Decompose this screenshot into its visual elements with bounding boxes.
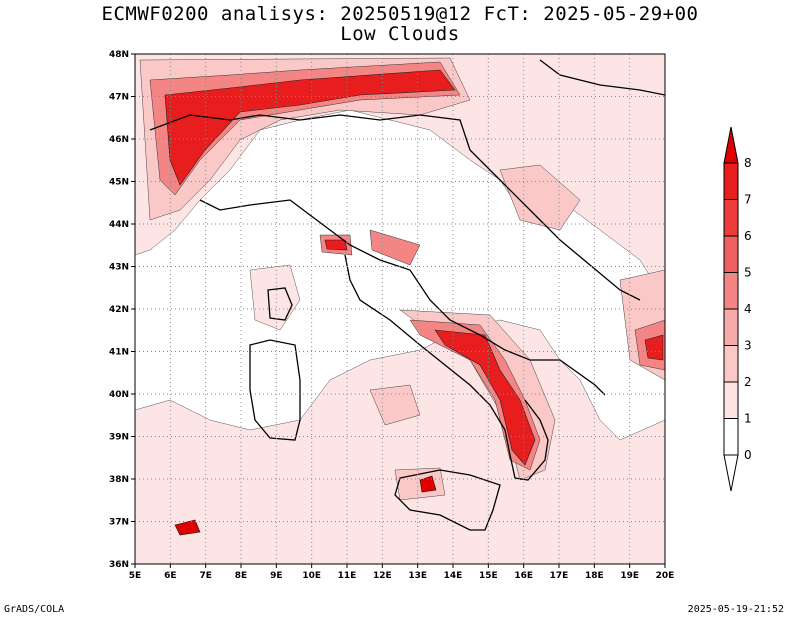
lon-tick-label: 15E (479, 571, 498, 581)
lat-tick-label: 44N (109, 220, 129, 230)
lat-tick-label: 43N (109, 263, 129, 273)
colorbar-segment (723, 418, 739, 456)
lon-tick-label: 8E (235, 571, 247, 581)
lon-tick-label: 12E (373, 571, 392, 581)
lon-tick-label: 20E (656, 571, 675, 581)
colorbar-segment (723, 235, 739, 273)
lon-tick-label: 11E (338, 571, 357, 581)
lat-tick-label: 37N (109, 518, 129, 528)
lon-tick-label: 18E (585, 571, 604, 581)
lat-tick-label: 48N (109, 50, 129, 60)
lon-tick-label: 10E (302, 571, 321, 581)
colorbar-segment (723, 308, 739, 346)
colorbar-segment (723, 162, 739, 200)
footer-credit: GrADS/COLA (4, 604, 65, 615)
colorbar-label: 7 (744, 193, 752, 207)
grid (135, 54, 665, 564)
lon-tick-label: 13E (408, 571, 427, 581)
lon-tick-label: 6E (164, 571, 176, 581)
longitude-axis: 5E 6E 7E 8E 9E 10E 11E 12E 13E 14E 15E 16E 17E 18E 19E… (129, 564, 675, 581)
map-subtitle: Low Clouds (340, 23, 460, 45)
lon-tick-label: 16E (514, 571, 533, 581)
colorbar-label: 4 (744, 302, 752, 316)
lon-tick-label: 7E (199, 571, 211, 581)
lat-tick-label: 47N (109, 93, 129, 103)
colorbar-segment (723, 381, 739, 419)
map-title: ECMWF0200 analisys: 20250519@12 FcT: 202… (101, 3, 699, 25)
colorbar-segment (723, 272, 739, 310)
lat-tick-label: 39N (109, 433, 129, 443)
lat-tick-label: 36N (109, 560, 129, 570)
footer-timestamp: 2025-05-19-21:52 (687, 604, 784, 615)
colorbar-min-arrow (723, 454, 739, 492)
lat-tick-label: 45N (109, 178, 129, 188)
colorbar-label: 5 (744, 266, 752, 280)
lon-tick-label: 19E (620, 571, 639, 581)
colorbar: 0 1 2 3 4 5 6 7 8 (723, 126, 752, 492)
lon-tick-label: 17E (550, 571, 569, 581)
lon-tick-label: 9E (270, 571, 282, 581)
lon-tick-label: 5E (129, 571, 141, 581)
lat-tick-label: 41N (109, 348, 129, 358)
colorbar-label: 3 (744, 339, 752, 353)
colorbar-max-arrow (723, 126, 739, 164)
lat-tick-label: 46N (109, 135, 129, 145)
lat-tick-label: 38N (109, 475, 129, 485)
colorbar-segment (723, 199, 739, 237)
colorbar-label: 0 (744, 448, 752, 462)
colorbar-label: 6 (744, 229, 752, 243)
colorbar-segment (723, 345, 739, 383)
cloud-fields (135, 54, 665, 564)
latitude-axis: 36N 37N 38N 39N 40N 41N 42N 43N 44N 45N 46N 47N 48N (109, 50, 135, 570)
lat-tick-label: 42N (109, 305, 129, 315)
lat-tick-label: 40N (109, 390, 129, 400)
colorbar-label: 8 (744, 156, 752, 170)
colorbar-label: 2 (744, 375, 752, 389)
colorbar-label: 1 (744, 412, 752, 426)
lon-tick-label: 14E (444, 571, 463, 581)
